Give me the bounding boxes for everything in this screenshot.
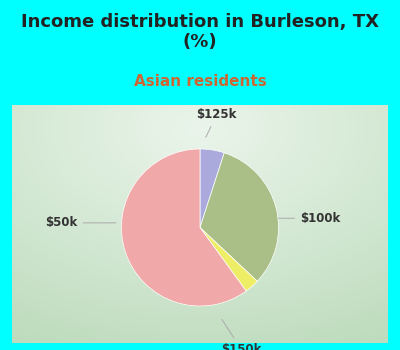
Text: $50k: $50k xyxy=(45,216,116,229)
Wedge shape xyxy=(200,153,278,281)
Text: $100k: $100k xyxy=(278,212,340,225)
Wedge shape xyxy=(200,149,224,228)
Text: $125k: $125k xyxy=(196,108,237,137)
Wedge shape xyxy=(200,228,257,291)
Text: Income distribution in Burleson, TX
(%): Income distribution in Burleson, TX (%) xyxy=(21,13,379,51)
Text: Asian residents: Asian residents xyxy=(134,75,266,89)
Wedge shape xyxy=(122,149,246,306)
Text: $150k: $150k xyxy=(221,320,262,350)
